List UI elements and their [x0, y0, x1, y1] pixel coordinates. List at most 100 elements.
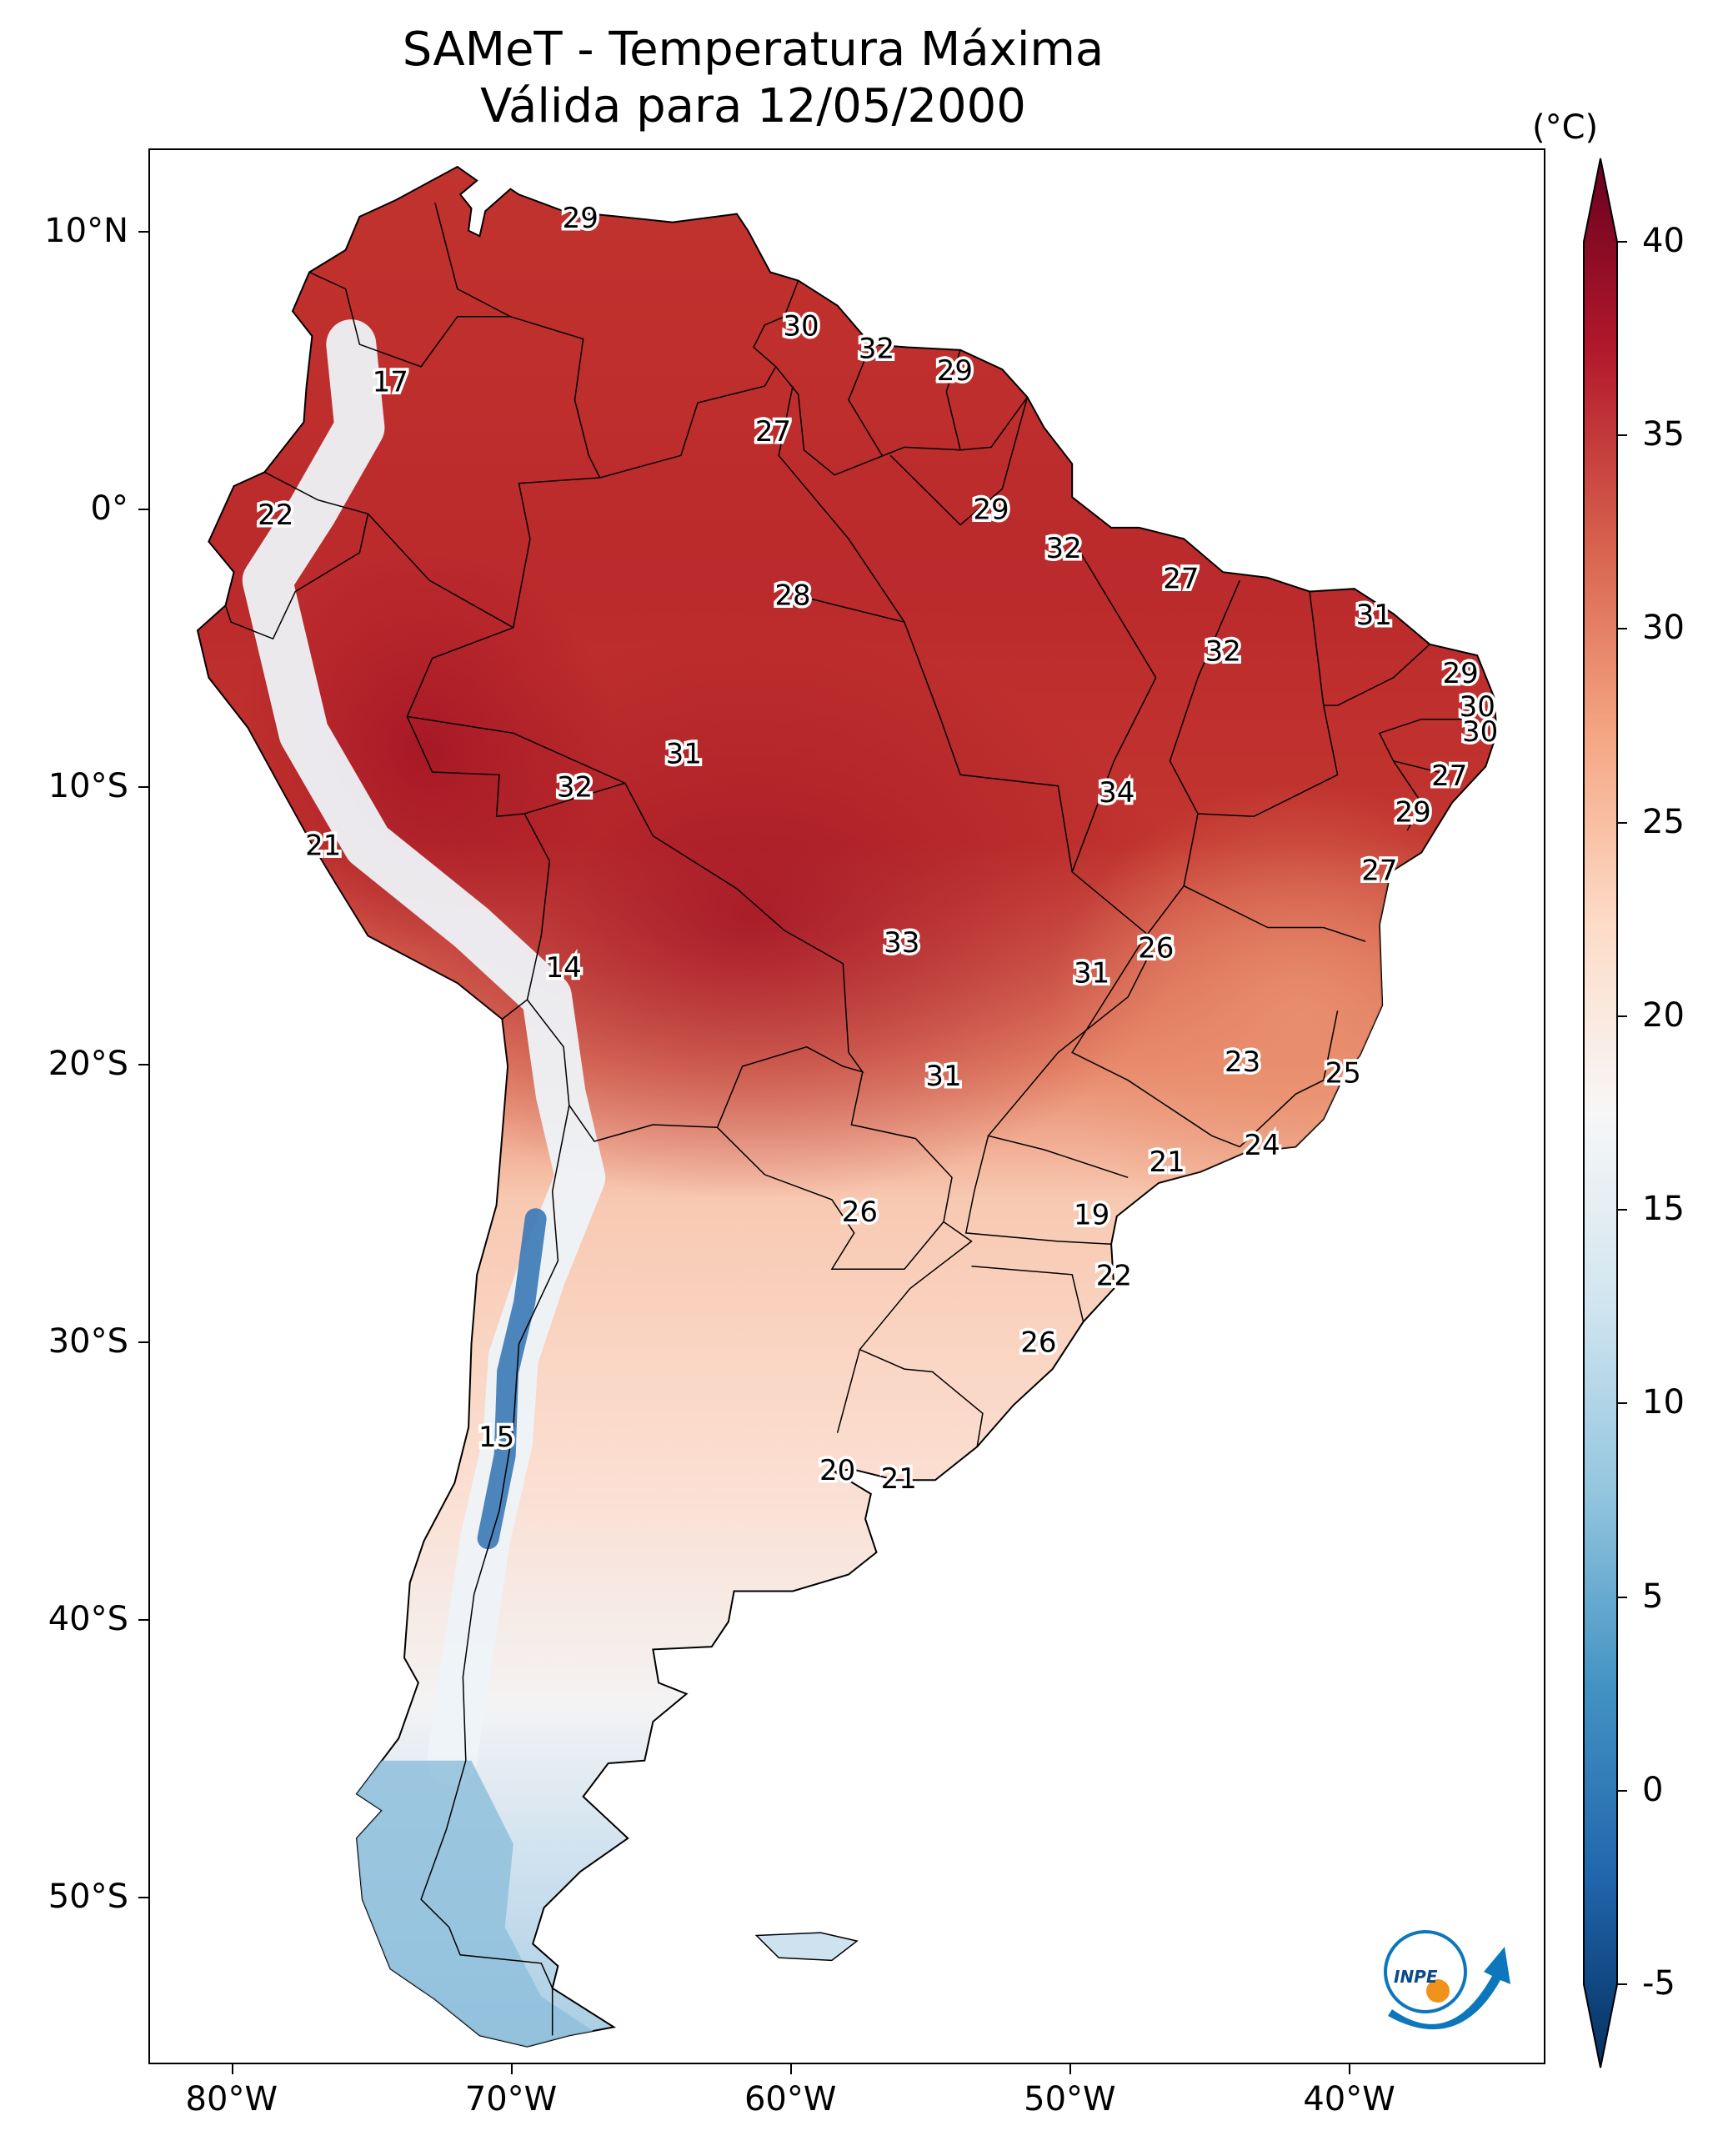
- border-line: [848, 343, 883, 456]
- colorbar-tick: [1617, 821, 1627, 824]
- station-value-label: 29: [1395, 796, 1430, 830]
- colorbar-tick: [1617, 1983, 1627, 1985]
- colorbar-tick-label: 35: [1642, 415, 1685, 454]
- border-line: [1323, 644, 1430, 706]
- border-line: [1239, 1010, 1339, 1148]
- latitude-tick-label: 0°: [90, 489, 128, 528]
- station-value-label: 32: [859, 332, 894, 365]
- border-line: [778, 385, 905, 623]
- border-line: [406, 477, 600, 1020]
- station-value-label: 21: [305, 829, 341, 862]
- map-title: SAMeT - Temperatura Máxima: [402, 23, 1104, 77]
- border-line: [523, 782, 864, 1128]
- colorbar-unit: (°C): [1532, 108, 1599, 147]
- logo-sun: [1426, 1979, 1450, 2003]
- latitude-tick: [138, 1064, 148, 1066]
- longitude-tick-label: 70°W: [464, 2080, 558, 2118]
- colorbar-tick: [1617, 1015, 1627, 1017]
- station-value-label: 26: [1020, 1326, 1056, 1360]
- colorbar-tick: [1617, 1596, 1627, 1598]
- station-value-label: 31: [666, 738, 702, 771]
- patagonia-cold-area: [345, 1760, 625, 2047]
- station-value-label: 21: [1149, 1146, 1185, 1179]
- longitude-tick: [789, 2064, 792, 2074]
- logo-swoosh: [1388, 1947, 1510, 2030]
- station-value-label: 25: [1325, 1057, 1361, 1091]
- station-value-label: 31: [1074, 957, 1109, 990]
- hot-core-west: [233, 550, 617, 950]
- station-value-label: 30: [1462, 715, 1498, 749]
- colorbar-tick-label: 0: [1642, 1770, 1664, 1809]
- warm-east-region: [1050, 784, 1497, 1251]
- border-line: [434, 203, 601, 479]
- border-line: [308, 271, 511, 368]
- logo-orbit: [1384, 1930, 1467, 2013]
- latitude-tick: [138, 1897, 148, 1899]
- station-value-label: 26: [842, 1196, 878, 1229]
- latitude-tick-label: 40°S: [48, 1600, 128, 1639]
- latitude-tick-label: 20°S: [48, 1045, 128, 1084]
- station-value-label: 33: [884, 926, 919, 960]
- station-value-label: 22: [1096, 1260, 1132, 1293]
- colorbar-tick: [1617, 1209, 1627, 1211]
- border-line: [945, 349, 961, 450]
- station-value-label: 27: [1163, 563, 1199, 596]
- longitude-tick-label: 80°W: [185, 2080, 278, 2118]
- country-borders: [224, 203, 1478, 2036]
- inpe-logo: INPE: [1384, 1930, 1510, 2030]
- falkland-islands: [754, 1932, 859, 1962]
- colorbar-tick-label: -5: [1642, 1964, 1675, 2003]
- logo-text: INPE: [1394, 1967, 1438, 1987]
- andes-cold-core: [477, 1208, 547, 1550]
- station-value-label: 28: [774, 579, 810, 613]
- colorbar-tick-label: 15: [1642, 1190, 1685, 1229]
- border-line: [1183, 885, 1366, 942]
- longitude-tick: [510, 2064, 513, 2074]
- border-line: [1378, 718, 1478, 776]
- border-line: [836, 1221, 973, 1433]
- border-line: [964, 1136, 1112, 1245]
- station-value-label: 32: [1045, 532, 1081, 565]
- longitude-tick: [1349, 2064, 1351, 2074]
- station-value-label: 15: [478, 1421, 514, 1454]
- station-value-label: 27: [755, 415, 791, 449]
- border-line: [1197, 591, 1339, 818]
- border-line: [971, 1266, 1084, 1322]
- station-value-label: 27: [1431, 760, 1467, 793]
- station-value-label: 32: [1205, 634, 1241, 668]
- colorbar-tick-label: 25: [1642, 802, 1685, 841]
- station-value-label: 29: [973, 494, 1009, 527]
- station-value-label: 29: [937, 354, 973, 388]
- colorbar-tick-label: 5: [1642, 1577, 1664, 1616]
- station-value-label: 34: [1099, 776, 1134, 810]
- latitude-tick: [138, 230, 148, 233]
- longitude-tick: [1069, 2064, 1072, 2074]
- colorbar-tick: [1617, 1402, 1627, 1405]
- colorbar-tick-label: 20: [1642, 995, 1685, 1035]
- station-value-label: 29: [563, 202, 599, 235]
- colorbar-tick: [1617, 434, 1627, 437]
- latitude-tick-label: 50°S: [48, 1878, 128, 1917]
- border-line: [775, 366, 1029, 476]
- longitude-tick: [231, 2064, 233, 2074]
- longitude-tick-label: 60°W: [744, 2080, 837, 2118]
- station-value-label: 29: [1442, 657, 1478, 690]
- longitude-tick-label: 40°W: [1303, 2080, 1395, 2118]
- colorbar-tick-label: 10: [1642, 1383, 1685, 1422]
- border-line: [859, 1349, 984, 1447]
- colorbar-tick: [1617, 1789, 1627, 1792]
- station-value-label: 26: [1138, 932, 1174, 965]
- station-value-label: 14: [545, 951, 581, 985]
- station-value-label: 30: [1460, 690, 1495, 724]
- colorbar-tick: [1617, 241, 1627, 243]
- border-line: [1071, 538, 1157, 873]
- station-value-label: 27: [1361, 854, 1397, 887]
- map-panel: 29 30 32 29 17 27 22 29 32 28 27 31 32 29 30 30 31 27 32 34…: [148, 148, 1545, 2064]
- latitude-tick: [138, 1341, 148, 1344]
- station-value-label: 20: [819, 1454, 855, 1487]
- border-line: [792, 594, 1157, 1179]
- border-line: [1392, 760, 1423, 831]
- colorbar-tick: [1617, 628, 1627, 630]
- latitude-tick: [138, 508, 148, 510]
